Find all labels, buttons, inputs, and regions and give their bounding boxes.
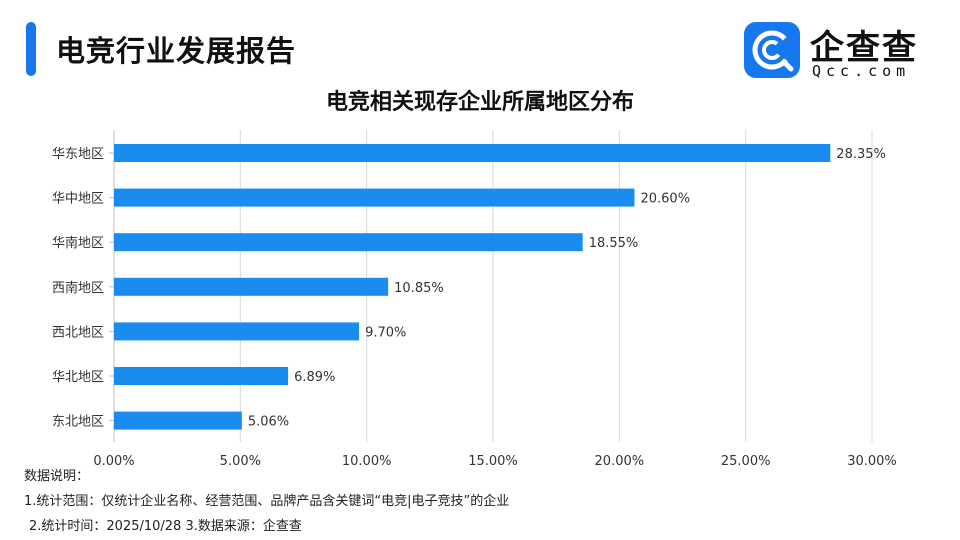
qcc-logo: 企查查 Qcc.com — [744, 22, 944, 82]
x-tick-label: 15.00% — [468, 454, 518, 469]
notes-line-2: 2.统计时间：2025/10/28 3.数据来源：企查查 — [29, 519, 302, 534]
bar — [114, 322, 360, 341]
notes-heading: 数据说明： — [24, 469, 90, 484]
report-title: 电竞行业发展报告 — [56, 34, 297, 68]
bar — [114, 188, 635, 207]
notes-line-1: 1.统计范围：仅统计企业名称、经营范围、品牌产品含关键词“电竞|电子竞技”的企业 — [24, 494, 510, 509]
x-tick-label: 25.00% — [721, 454, 771, 469]
value-label: 6.89% — [294, 370, 335, 385]
bar — [114, 411, 242, 430]
x-tick-label: 10.00% — [342, 454, 392, 469]
data-notes: 数据说明： 1.统计范围：仅统计企业名称、经营范围、品牌产品含关键词“电竞|电子… — [24, 464, 509, 539]
bar — [114, 367, 289, 385]
logo-domain: Qcc.com — [812, 62, 911, 80]
qcc-logo-icon — [744, 22, 800, 78]
x-tick-label: 5.00% — [220, 454, 261, 469]
category-label: 华中地区 — [52, 192, 104, 207]
category-label: 西北地区 — [52, 325, 104, 340]
value-label: 18.55% — [589, 236, 639, 251]
x-tick-label: 30.00% — [847, 454, 897, 469]
category-label: 华北地区 — [52, 370, 104, 385]
category-label: 华南地区 — [52, 235, 104, 251]
title-accent-bar — [26, 22, 36, 76]
value-label: 9.70% — [365, 325, 406, 340]
bar — [114, 144, 831, 162]
bar — [114, 233, 583, 252]
category-label: 华东地区 — [52, 147, 104, 162]
value-label: 28.35% — [836, 147, 886, 162]
x-tick-label: 20.00% — [595, 454, 645, 469]
chart-title: 电竞相关现存企业所属地区分布 — [325, 90, 634, 115]
value-label: 10.85% — [394, 281, 444, 296]
category-label: 西南地区 — [52, 280, 104, 296]
value-label: 5.06% — [248, 415, 289, 430]
logo-name: 企查查 — [810, 28, 918, 68]
bar — [114, 277, 389, 296]
x-tick-label: 0.00% — [93, 454, 134, 469]
value-label: 20.60% — [640, 192, 690, 207]
category-label: 东北地区 — [52, 415, 104, 430]
